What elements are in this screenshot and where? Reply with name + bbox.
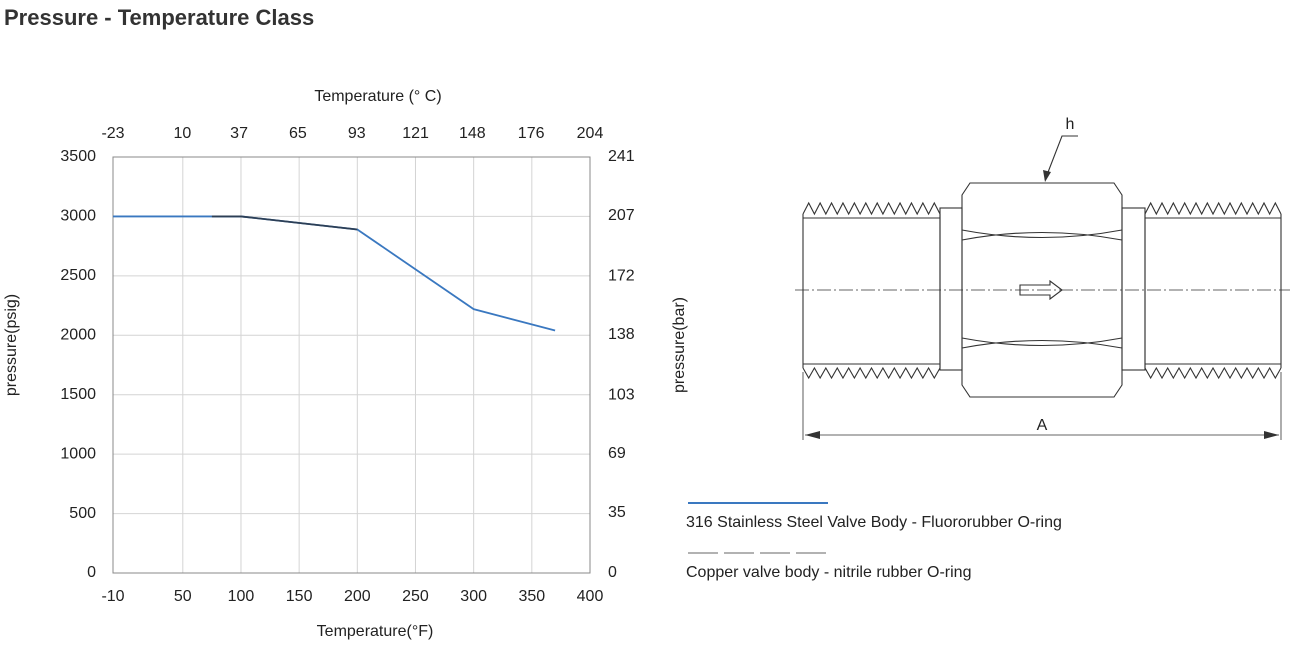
data-line [113, 215, 556, 332]
x-tick-label: 350 [518, 588, 545, 605]
leader-arrow [1043, 170, 1051, 182]
x2-tick-label: -23 [101, 125, 124, 142]
y-tick-label: 3500 [60, 148, 96, 165]
hex-body [961, 182, 1123, 398]
legend-label: 316 Stainless Steel Valve Body - Fluoror… [686, 514, 1062, 531]
hex-edges [961, 229, 1123, 349]
x-axis-label: Temperature(°F) [317, 623, 434, 640]
y-tick-label: 1500 [60, 386, 96, 403]
x-tick-label: -10 [101, 588, 124, 605]
y-tick-label: 2500 [60, 267, 96, 284]
y2-tick-label: 69 [608, 445, 626, 462]
flow-arrow [1019, 279, 1063, 301]
x2-axis-label: Temperature (° C) [314, 88, 441, 105]
x2-tick-label: 65 [289, 125, 307, 142]
neck [1121, 207, 1146, 371]
thread-crest [1144, 201, 1282, 380]
page-title: Pressure - Temperature Class [4, 5, 314, 30]
y2-tick-label: 103 [608, 386, 635, 403]
x2-tick-label: 176 [518, 125, 545, 142]
neck [939, 207, 963, 371]
valve-drawing: h A [795, 116, 1290, 440]
y2-tick-label: 241 [608, 148, 635, 165]
x-tick-label: 300 [460, 588, 487, 605]
length-label: A [1037, 417, 1048, 434]
x-tick-label: 250 [402, 588, 429, 605]
thread-body [1144, 214, 1282, 368]
x2-tick-label: 93 [348, 125, 366, 142]
y2-tick-label: 207 [608, 207, 635, 224]
leader-line [1044, 135, 1078, 181]
y-tick-label: 1000 [60, 445, 96, 462]
x2-tick-label: 121 [402, 125, 429, 142]
y2-tick-label: 172 [608, 267, 635, 284]
y-axis-label: pressure(psig) [3, 294, 20, 396]
x-tick-label: 400 [577, 588, 604, 605]
x2-tick-label: 204 [577, 125, 604, 142]
y-tick-label: 0 [87, 564, 96, 581]
y2-tick-label: 138 [608, 326, 635, 343]
y2-axis-label: pressure(bar) [671, 297, 688, 393]
plot-frame [112, 156, 591, 574]
y2-tick-label: 0 [608, 564, 617, 581]
x2-tick-label: 37 [230, 125, 248, 142]
legend-label: Copper valve body - nitrile rubber O-rin… [686, 564, 971, 581]
x-tick-label: 100 [228, 588, 255, 605]
y2-tick-label: 35 [608, 504, 626, 521]
x-tick-label: 50 [174, 588, 192, 605]
y-tick-label: 2000 [60, 327, 96, 344]
x2-tick-label: 148 [459, 125, 486, 142]
thread-crest [802, 201, 941, 380]
y-tick-label: 3000 [60, 208, 96, 225]
thread-body [802, 214, 941, 368]
y-tick-label: 500 [69, 505, 96, 522]
x2-tick-label: 10 [173, 125, 191, 142]
height-label: h [1066, 116, 1075, 133]
x-tick-label: 200 [344, 588, 371, 605]
data-line [211, 215, 358, 231]
x-tick-label: 150 [286, 588, 313, 605]
